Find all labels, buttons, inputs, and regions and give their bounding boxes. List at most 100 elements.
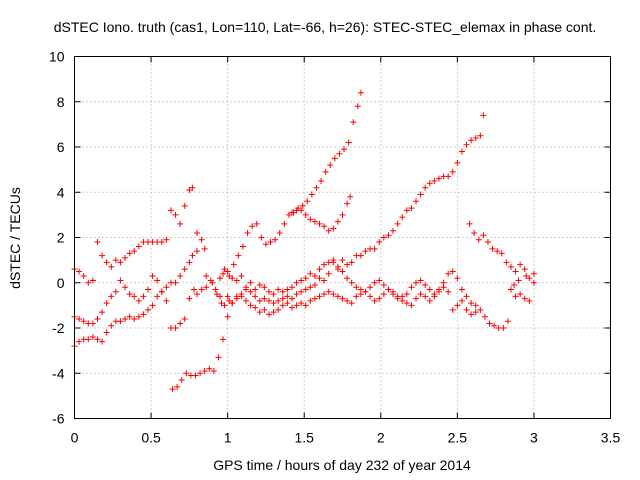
data-point — [265, 288, 272, 295]
data-point — [243, 297, 250, 304]
data-point — [131, 293, 138, 300]
data-point — [344, 297, 351, 304]
y-tick-labels: -6 -4 -2 0 2 4 6 8 10 — [49, 49, 65, 427]
data-point — [281, 220, 288, 227]
data-point — [103, 329, 110, 336]
data-point — [172, 279, 179, 286]
data-point — [399, 214, 406, 221]
data-point — [230, 261, 237, 268]
data-point — [408, 284, 415, 291]
data-point — [354, 103, 361, 110]
data-point — [472, 302, 479, 309]
data-point — [235, 252, 242, 259]
data-point — [449, 306, 456, 313]
data-point — [371, 245, 378, 252]
data-point — [304, 198, 311, 205]
data-point — [226, 297, 233, 304]
data-point — [122, 284, 129, 291]
data-point — [468, 311, 475, 318]
y-tick-label: 0 — [57, 275, 65, 291]
data-point — [512, 293, 519, 300]
data-point — [422, 293, 429, 300]
data-point — [190, 286, 197, 293]
data-point — [357, 89, 364, 96]
data-point — [489, 245, 496, 252]
data-point — [408, 302, 415, 309]
data-point — [426, 297, 433, 304]
data-point — [270, 309, 277, 316]
data-point — [210, 367, 217, 374]
y-tick-label: 10 — [49, 49, 65, 65]
data-point — [390, 288, 397, 295]
data-point — [178, 377, 185, 384]
data-point — [229, 300, 236, 307]
data-point — [440, 284, 447, 291]
data-point — [177, 272, 184, 279]
data-point — [341, 146, 348, 153]
data-point — [198, 236, 205, 243]
data-point — [477, 132, 484, 139]
data-point — [530, 279, 537, 286]
data-point — [256, 309, 263, 316]
data-point — [367, 293, 374, 300]
data-point — [367, 284, 374, 291]
data-point — [454, 159, 461, 166]
data-point — [177, 220, 184, 227]
data-point — [454, 302, 461, 309]
data-point — [311, 272, 318, 279]
data-point — [218, 300, 225, 307]
data-point — [394, 220, 401, 227]
data-point — [122, 254, 129, 261]
data-point — [163, 236, 170, 243]
data-point — [94, 315, 101, 322]
data-point — [94, 336, 101, 343]
data-point — [261, 306, 268, 313]
data-point — [507, 263, 514, 270]
x-tick-label: 2.5 — [448, 430, 468, 446]
data-point — [279, 295, 286, 302]
data-point — [249, 223, 256, 230]
data-point — [330, 257, 337, 264]
data-point — [293, 302, 300, 309]
data-point — [198, 286, 205, 293]
data-point — [357, 291, 364, 298]
data-point — [480, 112, 487, 119]
data-point — [126, 291, 133, 298]
data-point — [233, 277, 240, 284]
data-point — [330, 225, 337, 232]
data-point — [131, 315, 138, 322]
data-point — [339, 211, 346, 218]
data-point — [307, 270, 314, 277]
data-point — [445, 288, 452, 295]
data-point — [390, 227, 397, 234]
data-point — [472, 134, 479, 141]
data-point — [458, 148, 465, 155]
data-point — [517, 261, 524, 268]
data-point — [468, 300, 475, 307]
data-point — [288, 304, 295, 311]
data-point — [229, 275, 236, 282]
data-point — [299, 202, 306, 209]
y-tick-label: -4 — [52, 365, 65, 381]
data-point — [345, 139, 352, 146]
data-point — [376, 295, 383, 302]
y-tick-label: 6 — [57, 139, 65, 155]
data-point — [293, 291, 300, 298]
data-point — [371, 279, 378, 286]
data-point — [500, 325, 507, 331]
data-point — [76, 338, 83, 345]
data-point — [209, 279, 216, 286]
data-point — [316, 293, 323, 300]
data-point — [163, 284, 170, 291]
data-point — [220, 270, 227, 277]
data-point — [293, 279, 300, 286]
data-point — [334, 263, 341, 270]
data-point — [298, 207, 305, 214]
data-point — [261, 295, 268, 302]
data-point — [327, 162, 334, 169]
data-point — [353, 293, 360, 300]
data-point — [265, 297, 272, 304]
data-point — [80, 272, 87, 279]
data-point — [526, 297, 533, 304]
data-point — [224, 268, 231, 275]
